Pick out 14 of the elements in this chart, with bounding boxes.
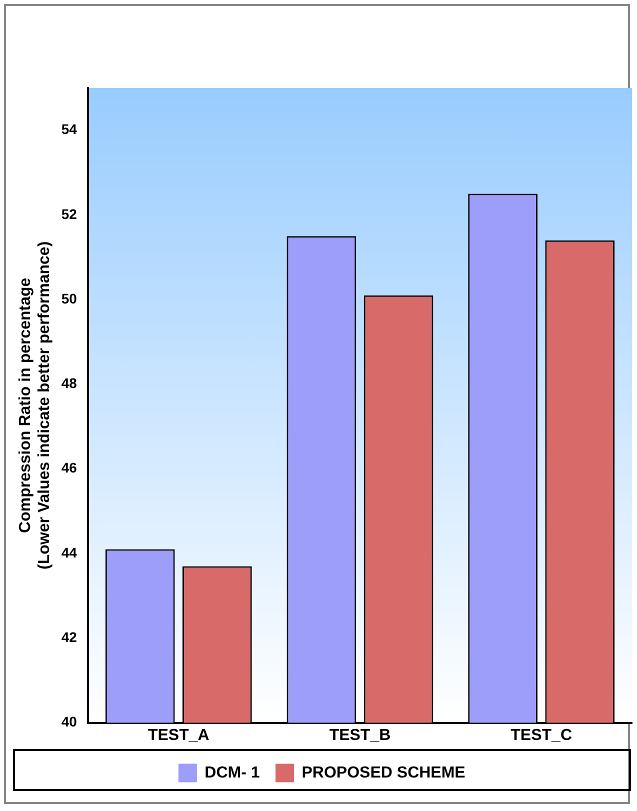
y-tick-label: 46 <box>61 460 78 476</box>
y-tick-label: 44 <box>61 544 78 560</box>
x-tick-label: TEST_A <box>148 726 210 744</box>
x-tick-label: TEST_C <box>510 726 572 744</box>
legend-label: PROPOSED SCHEME <box>302 764 466 782</box>
y-tick-label: 50 <box>61 290 78 306</box>
x-tick-label: TEST_B <box>329 726 391 744</box>
y-tick-label: 48 <box>61 375 78 392</box>
y-tick-label: 42 <box>61 629 78 646</box>
y-axis-title: Compression Ratio in percentage (Lower Values indicate better performance) <box>17 241 54 570</box>
legend-label: DCM- 1 <box>204 764 260 782</box>
y-tick-label: 40 <box>61 714 78 730</box>
y-tick-label: 54 <box>61 121 78 138</box>
y-tick-label: 52 <box>61 206 78 222</box>
